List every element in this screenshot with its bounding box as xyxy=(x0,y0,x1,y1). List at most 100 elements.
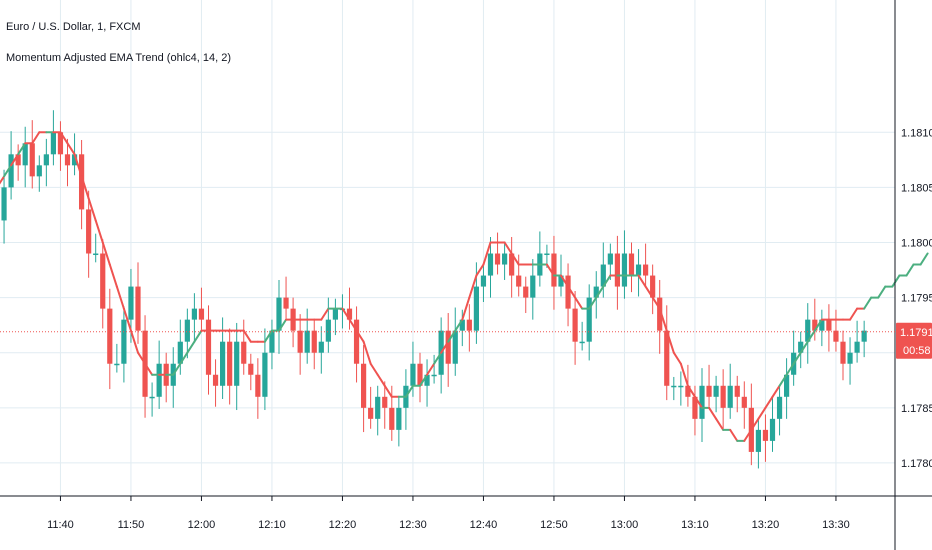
candle-body xyxy=(8,154,14,188)
candle-body xyxy=(459,319,465,331)
ema-segment xyxy=(31,131,41,145)
candle-body xyxy=(248,363,254,375)
candle-body xyxy=(121,319,127,364)
ema-segment xyxy=(574,296,584,310)
ema-segment xyxy=(665,329,675,354)
indicator-title[interactable]: Momentum Adjusted EMA Trend (ohlc4, 14, … xyxy=(6,52,232,64)
ema-segment xyxy=(137,351,147,365)
ema-segment xyxy=(66,142,76,156)
candle-body xyxy=(614,253,620,287)
ema-segment xyxy=(764,395,774,409)
candle-body xyxy=(29,143,35,177)
candle-body xyxy=(375,396,381,419)
candle-body xyxy=(445,330,451,364)
candles xyxy=(1,110,867,469)
candle-body xyxy=(325,319,331,342)
ema-segment xyxy=(440,340,450,354)
x-tick-label: 12:00 xyxy=(188,519,216,531)
candle-body xyxy=(805,319,811,342)
ema-segment xyxy=(785,362,795,376)
ema-segment xyxy=(877,285,887,299)
candle-body xyxy=(283,297,289,309)
ema-segment xyxy=(129,329,139,354)
candle-body xyxy=(135,286,141,331)
candle-body xyxy=(579,341,585,344)
ema-segment xyxy=(17,142,27,156)
ema-segment xyxy=(651,296,661,310)
candle-body xyxy=(212,374,219,386)
candle-body xyxy=(262,352,268,397)
ema-segment xyxy=(186,340,196,354)
ema-segment xyxy=(778,373,788,387)
x-tick-label: 12:40 xyxy=(470,519,498,531)
candle-body xyxy=(643,264,649,276)
ema-trend-line xyxy=(0,131,929,442)
candle-body xyxy=(86,209,92,254)
y-tick-label: 1.17950 xyxy=(901,293,932,305)
ema-segment xyxy=(510,252,520,266)
ema-segment xyxy=(644,285,654,299)
ema-segment xyxy=(813,318,823,332)
ema-segment xyxy=(101,241,111,266)
candle-body xyxy=(819,319,825,331)
ema-segment xyxy=(3,164,13,178)
ema-segment xyxy=(94,219,104,244)
candle-body xyxy=(509,253,515,276)
candle-body xyxy=(50,132,56,155)
candle-body xyxy=(861,330,867,342)
candle-body xyxy=(15,154,21,166)
ema-segment xyxy=(686,384,696,398)
ema-segment xyxy=(468,274,478,299)
candle-body xyxy=(607,253,613,265)
candle-body xyxy=(318,341,324,353)
grid-lines xyxy=(0,0,895,496)
ema-segment xyxy=(348,318,358,332)
candle-body xyxy=(389,407,395,430)
candle-body xyxy=(833,330,839,342)
x-tick-label: 13:10 xyxy=(681,519,709,531)
ema-segment xyxy=(341,307,351,321)
ema-segment xyxy=(419,373,429,387)
candle-body xyxy=(149,396,155,399)
candle-body xyxy=(635,264,642,276)
ema-segment xyxy=(595,285,605,299)
ema-segment xyxy=(637,274,647,288)
x-tick-label: 12:50 xyxy=(540,519,568,531)
candle-body xyxy=(586,297,592,342)
candle-body xyxy=(565,275,571,309)
candle-body xyxy=(487,253,494,276)
ema-segment xyxy=(278,318,288,332)
candle-body xyxy=(776,396,783,419)
symbol-title[interactable]: Euro / U.S. Dollar, 1, FXCM xyxy=(6,21,141,33)
ema-segment xyxy=(863,296,873,310)
y-tick-label: 1.18050 xyxy=(901,182,932,194)
candle-body xyxy=(621,253,628,287)
ema-segment xyxy=(708,406,718,420)
ema-segment xyxy=(729,428,739,442)
ema-segment xyxy=(588,296,598,310)
candle-body xyxy=(798,341,804,353)
candle-body xyxy=(593,286,599,298)
ema-segment xyxy=(433,351,443,365)
candle-body xyxy=(516,275,522,287)
candle-body xyxy=(480,275,487,287)
ema-segment xyxy=(59,131,69,145)
candle-body xyxy=(664,330,670,386)
candle-body xyxy=(769,418,776,441)
x-tick-label: 12:20 xyxy=(329,519,357,531)
candle-body xyxy=(382,396,388,408)
y-tick-label: 1.17800 xyxy=(901,458,932,470)
ema-segment xyxy=(172,362,182,376)
candle-body xyxy=(734,385,740,397)
candle-body xyxy=(198,308,205,320)
candle-body xyxy=(114,363,120,366)
candle-body xyxy=(671,385,677,388)
ema-segment xyxy=(503,241,513,255)
ema-segment xyxy=(672,351,682,365)
ema-segment xyxy=(144,362,154,376)
candle-body xyxy=(755,429,761,452)
candle-body xyxy=(353,319,360,364)
